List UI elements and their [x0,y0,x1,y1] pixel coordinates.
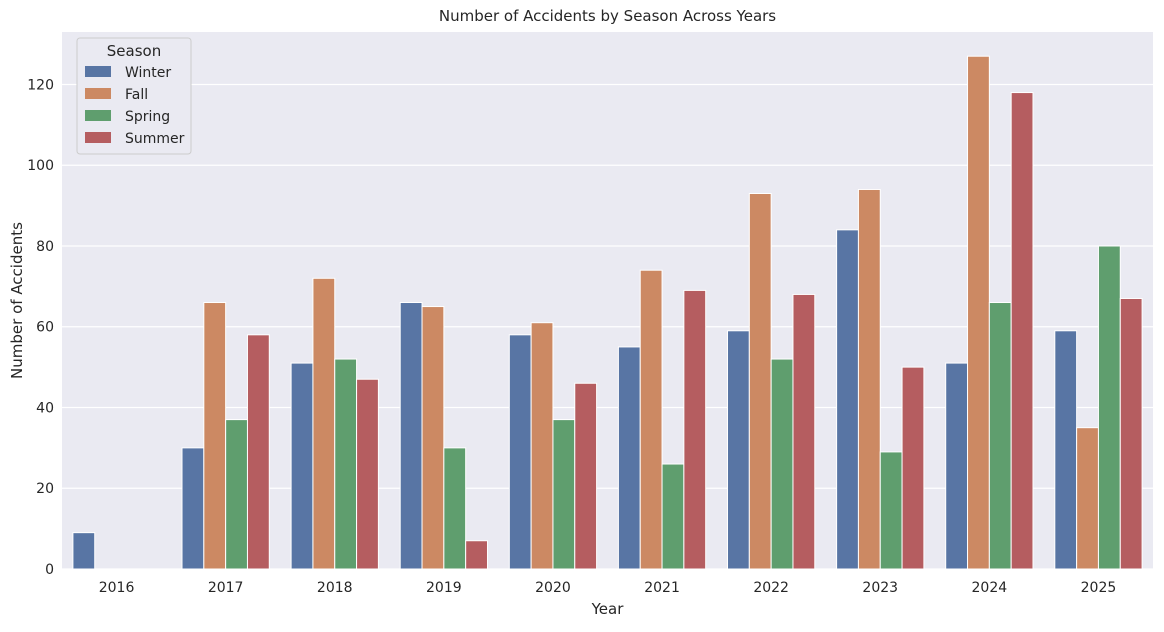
bar-summer-2021 [683,289,707,570]
x-tick-label: 2018 [317,580,353,596]
y-axis-label: Number of Accidents [8,222,26,379]
bar-spring-2018 [334,358,358,570]
legend-swatch-winter [85,66,111,77]
bar-winter-2025 [1054,330,1078,570]
legend-label-spring: Spring [125,109,170,125]
legend: Season Winter Fall Spring Summer [76,37,192,155]
bar-spring-2022 [770,358,794,570]
bar-winter-2020 [508,334,532,570]
bar-fall-2017 [203,302,227,570]
chart-title: Number of Accidents by Season Across Yea… [439,7,776,25]
bar-winter-2024 [945,362,969,570]
x-tick-labels: 2016 2017 2018 2019 2020 2021 2022 2023 2024 2025 [99,580,1117,596]
y-tick-label: 0 [45,562,54,578]
bar-winter-2023 [836,229,859,570]
y-tick-label: 60 [36,320,54,336]
bar-summer-2025 [1119,297,1143,570]
y-tick-label: 80 [36,239,54,255]
legend-label-summer: Summer [125,131,185,147]
bar-spring-2023 [879,451,903,570]
x-tick-label: 2021 [644,580,680,596]
bar-summer-2020 [574,382,598,570]
bar-spring-2017 [225,419,248,570]
bar-winter-2019 [399,302,423,570]
x-tick-label: 2023 [862,580,898,596]
bar-summer-2024 [1010,92,1034,570]
legend-swatch-summer [85,132,111,143]
y-tick-label: 20 [36,481,54,497]
x-axis-label: Year [591,600,625,618]
bar-winter-2021 [617,346,641,570]
bar-fall-2018 [312,277,336,570]
bar-fall-2021 [639,269,663,570]
bar-spring-2024 [988,302,1012,570]
bar-fall-2019 [421,306,445,570]
x-tick-label: 2022 [753,580,789,596]
legend-swatch-spring [85,110,111,121]
bar-spring-2021 [661,463,685,570]
y-tick-label: 120 [27,77,54,93]
x-tick-label: 2017 [208,580,244,596]
bar-fall-2020 [530,322,554,570]
bar-fall-2023 [857,188,881,570]
bar-summer-2017 [246,334,270,570]
bar-winter-2022 [727,330,750,570]
x-tick-label: 2019 [426,580,462,596]
bar-spring-2025 [1097,245,1121,570]
bar-summer-2023 [901,366,925,570]
legend-items: Winter Fall Spring Summer [85,65,185,147]
y-tick-label: 100 [27,158,54,174]
bar-winter-2016 [72,532,96,570]
bar-spring-2019 [443,447,467,570]
x-tick-label: 2025 [1081,580,1117,596]
legend-swatch-fall [85,88,111,99]
bar-fall-2025 [1076,427,1099,570]
bar-spring-2020 [552,419,576,570]
x-tick-label: 2016 [99,580,135,596]
bar-summer-2022 [792,293,816,570]
x-tick-label: 2020 [535,580,571,596]
bar-winter-2017 [181,447,205,570]
y-tick-labels: 0 20 40 60 80 100 120 [27,77,54,578]
bars [72,55,1143,570]
bar-fall-2024 [967,55,990,570]
bar-winter-2018 [290,362,314,570]
legend-label-winter: Winter [125,65,171,81]
legend-title: Season [107,42,161,60]
bar-fall-2022 [748,193,772,570]
x-tick-label: 2024 [972,580,1008,596]
legend-label-fall: Fall [125,87,148,103]
bar-summer-2018 [356,378,379,570]
bar-summer-2019 [465,540,488,570]
y-tick-label: 40 [36,400,54,416]
